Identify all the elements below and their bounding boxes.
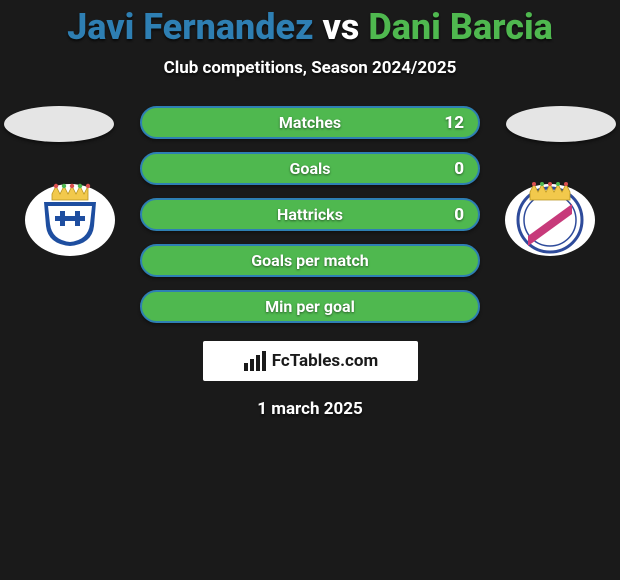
nationality-ellipse-right [506, 106, 616, 142]
date-label: 1 march 2025 [0, 399, 620, 419]
stat-value-right: 0 [454, 205, 464, 225]
stat-label: Goals [142, 159, 478, 178]
content-area: Matches12Goals0Hattricks0Goals per match… [0, 106, 620, 419]
club-badge-right [500, 166, 600, 256]
subtitle: Club competitions, Season 2024/2025 [0, 58, 620, 78]
comparison-title: Javi Fernandez vs Dani Barcia [0, 0, 620, 48]
nationality-ellipse-left [4, 106, 114, 142]
vs-text: vs [323, 6, 360, 48]
stat-row: Hattricks0 [140, 198, 480, 231]
stat-value-right: 12 [444, 113, 464, 133]
stat-value-right: 0 [454, 159, 464, 179]
stat-row: Goals per match [140, 244, 480, 277]
player1-name: Javi Fernandez [67, 6, 313, 48]
stat-row: Min per goal [140, 290, 480, 323]
stat-row: Matches12 [140, 106, 480, 139]
stat-label: Hattricks [142, 205, 478, 224]
stat-label: Matches [142, 113, 478, 132]
stat-row: Goals0 [140, 152, 480, 185]
source-attribution: FcTables.com [203, 341, 418, 381]
stat-label: Min per goal [142, 297, 478, 316]
player2-name: Dani Barcia [368, 6, 553, 48]
stats-list: Matches12Goals0Hattricks0Goals per match… [140, 106, 480, 323]
stat-label: Goals per match [142, 251, 478, 270]
club-badge-left [20, 166, 120, 256]
deportivo-crest-icon [500, 166, 600, 256]
real-oviedo-crest-icon [20, 166, 120, 256]
barchart-icon [242, 351, 268, 371]
source-label: FcTables.com [272, 351, 378, 371]
